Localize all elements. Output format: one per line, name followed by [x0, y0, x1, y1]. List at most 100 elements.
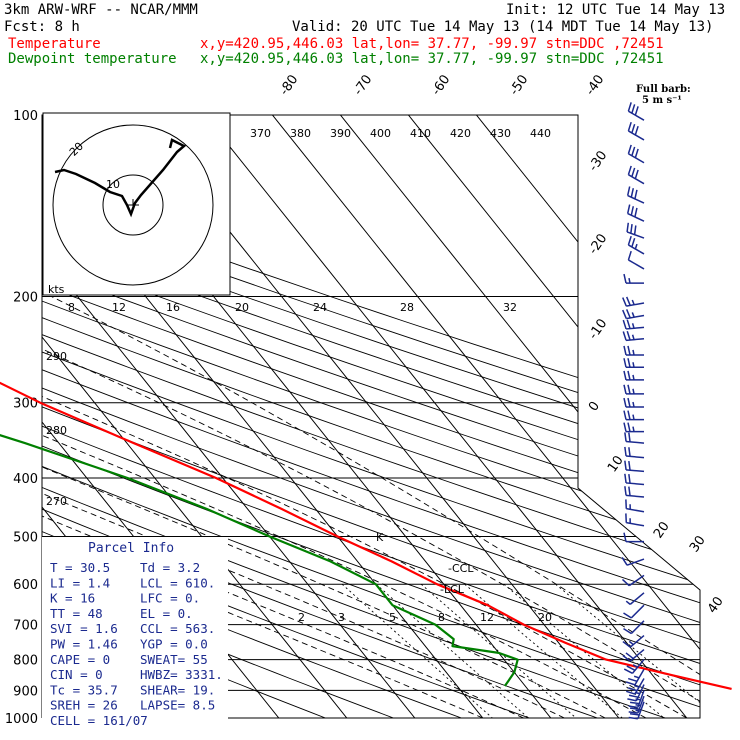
wind-barb-flag: [622, 297, 627, 307]
plot-frame: [41, 114, 701, 719]
dry-adiabat: [42, 115, 700, 718]
dewpoint-curve: [0, 434, 519, 687]
isotherm-label: -30: [586, 148, 610, 174]
wind-barb: [626, 338, 645, 342]
wind-barb-flag: [623, 422, 627, 432]
barb-key-label: Full barb:: [636, 84, 691, 95]
wind-barb: [628, 174, 645, 185]
wind-barb-flag: [628, 432, 631, 442]
dry-adiabat: [42, 115, 700, 718]
ccl-marker: -CCL: [448, 562, 474, 575]
wind-barb-flag: [624, 460, 627, 470]
wind-barb: [626, 440, 645, 444]
hodograph-scale-label: 12: [112, 301, 126, 314]
isotherm-line: [204, 115, 688, 718]
wind-barb-half: [631, 299, 635, 305]
isotherm-line: [42, 115, 348, 718]
wind-barb-flag: [622, 640, 631, 648]
wind-barb-half: [631, 323, 635, 329]
wind-barb: [634, 668, 645, 686]
wind-barb-flag: [623, 532, 627, 542]
wind-barb: [630, 604, 645, 619]
wind-barb-half: [632, 426, 635, 432]
theta-label: 380: [290, 127, 311, 140]
parcel-info-box: Parcel Info T = 30.5 Td = 3.2 LI = 1.4 LCL …: [42, 537, 228, 728]
hodograph-inset: 10 20 kts: [42, 112, 231, 296]
theta-label: 390: [330, 127, 351, 140]
wind-barb-flag: [626, 665, 636, 671]
wind-barbs: [621, 102, 645, 720]
wind-barb-flag: [626, 319, 631, 329]
wind-barb: [629, 635, 645, 648]
hodograph-units: kts: [48, 283, 65, 296]
parcel-stat: LCL = 610.: [140, 575, 215, 590]
wind-barb-flag: [634, 148, 639, 158]
parcel-stat: CAPE = 0: [50, 652, 110, 667]
wind-barb-flag: [629, 701, 640, 705]
pressure-label: 300: [13, 397, 38, 412]
wind-barb-flag: [623, 370, 627, 381]
wind-barb: [630, 620, 645, 635]
wind-barb: [637, 701, 645, 719]
parcel-stat: Td = 3.2: [140, 560, 200, 575]
sounding-curves: -CCL -LCL K: [0, 381, 732, 690]
wind-barb: [626, 558, 645, 566]
dry-adiabat: [42, 115, 700, 718]
isotherm-label: 20: [651, 519, 673, 541]
hodograph-scale-label: 28: [400, 301, 414, 314]
dry-adiabat: [42, 115, 394, 718]
wind-barb-flag: [631, 237, 636, 248]
theta-label: 400: [370, 127, 391, 140]
wind-barb-half: [632, 664, 638, 668]
isotherm-label: 40: [705, 594, 727, 616]
hodograph-scale-label: 24: [313, 301, 327, 314]
mixing-ratio-label: 8: [438, 611, 445, 624]
isotherm-label: -20: [586, 231, 610, 257]
wind-barb-half: [635, 698, 641, 701]
wind-barb-half: [635, 704, 641, 707]
isotherm-label: -40: [583, 72, 607, 98]
wind-barb-half: [628, 640, 634, 646]
theta-label-left: 280: [46, 424, 67, 437]
wind-barb: [626, 314, 645, 320]
wind-barb-flag: [626, 204, 631, 214]
forecast-hour: Fcst: 8 h: [4, 19, 80, 35]
wind-barb: [631, 659, 645, 674]
wind-barb: [626, 521, 645, 527]
dry-adiabat: [42, 115, 700, 718]
wind-barb-flag: [628, 460, 631, 471]
mixing-ratio-line: [341, 583, 493, 718]
mixing-ratio-label: 20: [538, 611, 552, 624]
wind-barb-flag: [627, 102, 632, 112]
wind-barb-flag: [631, 104, 636, 114]
wind-barb-flag: [627, 370, 631, 381]
parcel-stat: PW = 1.46: [50, 637, 118, 652]
wind-barb: [626, 482, 645, 486]
wind-barb-half: [632, 388, 635, 394]
wind-barb-flag: [625, 681, 636, 686]
wind-barb-flag: [621, 578, 630, 587]
dry-adiabat: [42, 115, 700, 718]
isotherm-label: 0: [586, 399, 603, 414]
wind-barb-flag: [622, 309, 627, 319]
wind-barb-flag: [627, 165, 632, 175]
wind-barb-flag: [627, 384, 631, 394]
theta-label: 370: [250, 127, 271, 140]
dry-adiabat: [42, 115, 666, 718]
wind-barb-flag: [627, 250, 632, 261]
wind-barb: [626, 326, 645, 330]
dry-adiabat: [42, 115, 700, 718]
hodograph-scale-label: 8: [68, 301, 75, 314]
parcel-stat: LFC = 0.: [140, 591, 200, 606]
wind-barb-flag: [622, 331, 627, 341]
dry-adiabat: [42, 115, 700, 718]
isotherm-label: -60: [429, 72, 453, 98]
isotherm-label: 30: [687, 533, 709, 555]
wind-barb-half: [632, 349, 635, 356]
wind-barb-flag: [623, 410, 627, 420]
wind-barb-half: [635, 709, 641, 712]
mixing-ratio-line: [420, 583, 577, 718]
parcel-stat: EL = 0.: [140, 606, 193, 621]
isotherm-label: 10: [605, 453, 627, 475]
wind-barb-flag: [622, 319, 627, 330]
